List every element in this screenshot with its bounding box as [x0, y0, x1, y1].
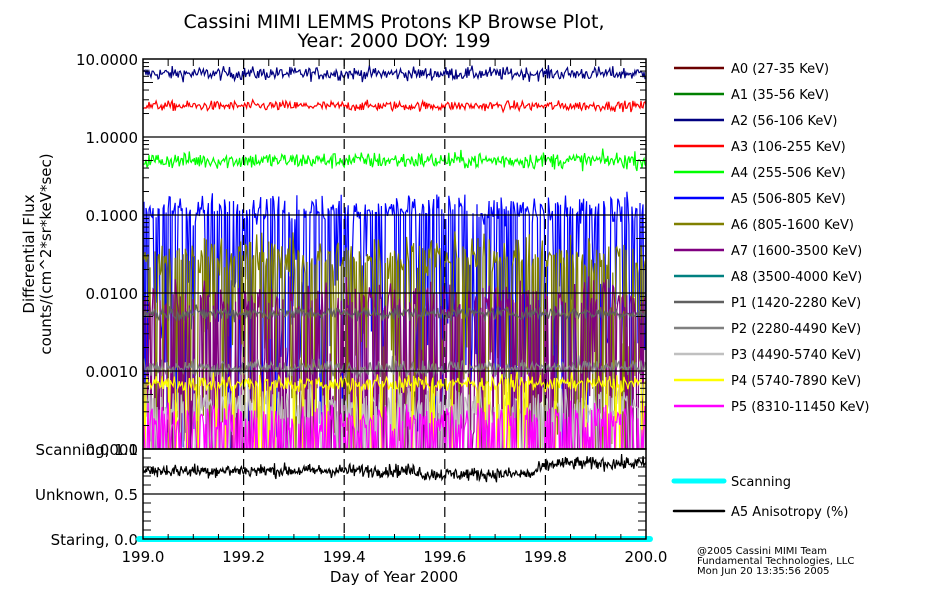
legend-label: A5 (506-805 KeV)	[731, 192, 846, 207]
x-tick-label: 200.0	[625, 548, 668, 566]
legend-label: A6 (805-1600 KeV)	[731, 218, 854, 233]
anisotropy-line	[143, 454, 646, 483]
x-tick-label: 199.0	[122, 548, 165, 566]
footer-timestamp: Mon Jun 20 13:35:56 2005	[697, 566, 830, 577]
legend-label: P4 (5740-7890 KeV)	[731, 374, 861, 389]
legend-label: A1 (35-56 KeV)	[731, 88, 829, 103]
chart-title: Cassini MIMI LEMMS Protons KP Browse Plo…	[183, 11, 604, 33]
y-axis-label: Differential Flux	[20, 194, 38, 313]
x-tick-label: 199.4	[323, 548, 366, 566]
x-tick-label: 199.8	[524, 548, 567, 566]
series-line-9	[143, 304, 646, 323]
legend-label: P2 (2280-4490 KeV)	[731, 322, 861, 337]
legend-label: Scanning	[731, 475, 791, 490]
lower-y-tick-label: Scanning, 1.0	[35, 441, 138, 459]
lower-y-tick-label: Staring, 0.0	[51, 531, 138, 549]
footer-copyright: @2005 Cassini MIMI Team	[697, 546, 827, 557]
legend-label: A5 Anisotropy (%)	[731, 505, 848, 520]
series-line-13	[143, 400, 646, 449]
x-tick-label: 199.2	[222, 548, 265, 566]
series-line-4	[143, 148, 646, 172]
x-axis-label: Day of Year 2000	[330, 568, 458, 586]
legend-label: P3 (4490-5740 KeV)	[731, 348, 861, 363]
y-tick-label: 0.1000	[86, 207, 139, 225]
y-tick-label: 0.0001	[86, 441, 139, 459]
legend-label: P1 (1420-2280 KeV)	[731, 296, 861, 311]
y-tick-label: 1.0000	[86, 129, 139, 147]
x-tick-label: 199.6	[423, 548, 466, 566]
legend-label: P5 (8310-11450 KeV)	[731, 400, 869, 415]
lower-y-tick-label: Unknown, 0.5	[35, 486, 138, 504]
y-tick-label: 0.0010	[86, 363, 139, 381]
y-tick-label: 10.0000	[76, 51, 138, 69]
y-tick-label: 0.0100	[86, 285, 139, 303]
series-line-12	[143, 371, 646, 449]
footer-company: Fundamental Technologies, LLC	[697, 556, 854, 567]
legend-label: A0 (27-35 KeV)	[731, 62, 829, 77]
legend-label: A7 (1600-3500 KeV)	[731, 244, 862, 259]
legend-label: A2 (56-106 KeV)	[731, 114, 837, 129]
y-axis-label-units: counts/(cm^2*sr*keV*sec)	[37, 153, 55, 354]
legend-label: A4 (255-506 KeV)	[731, 166, 846, 181]
legend-label: A3 (106-255 KeV)	[731, 140, 846, 155]
series-line-3	[143, 98, 646, 114]
legend-label: A8 (3500-4000 KeV)	[731, 270, 862, 285]
series-line-2	[143, 65, 646, 83]
chart-subtitle: Year: 2000 DOY: 199	[296, 30, 490, 52]
